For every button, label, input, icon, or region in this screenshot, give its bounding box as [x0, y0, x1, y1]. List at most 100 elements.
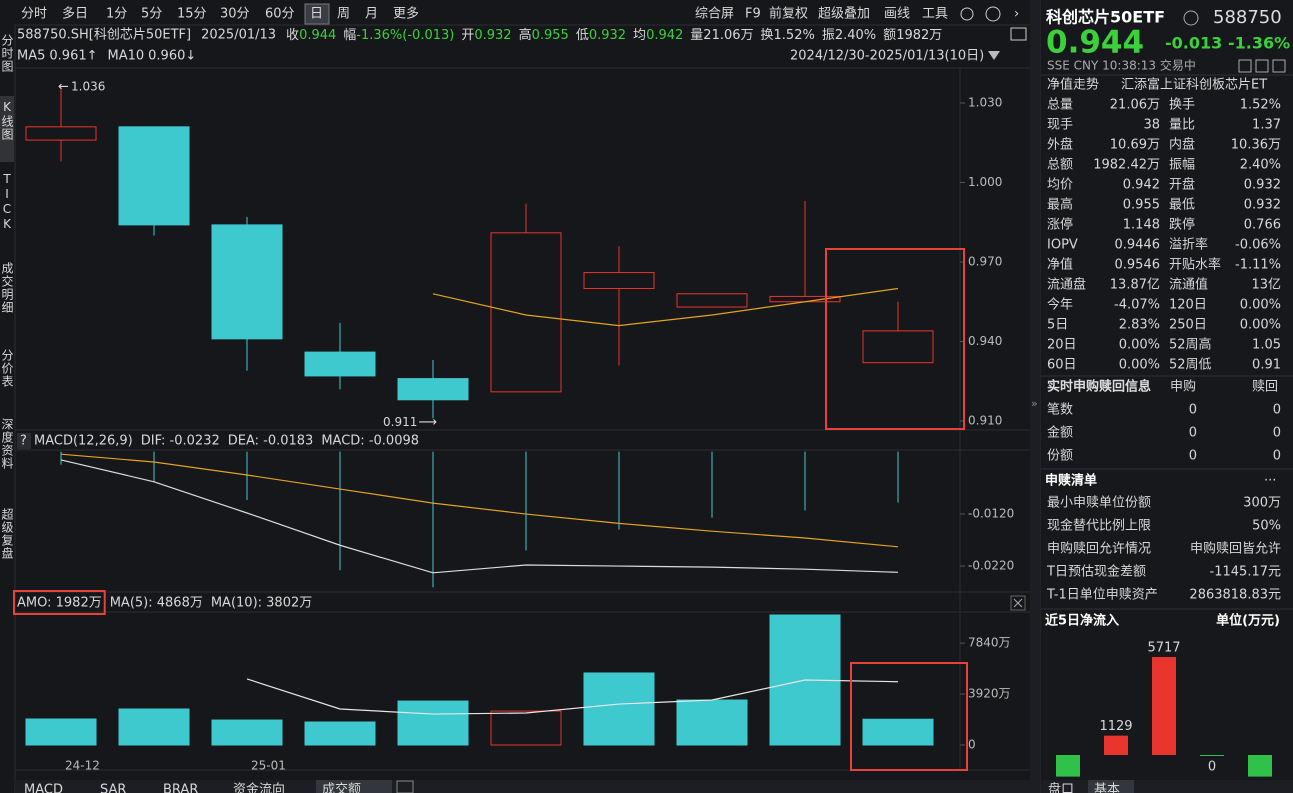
- panel-icon[interactable]: [1238, 59, 1252, 73]
- volume-bar: [211, 719, 283, 746]
- quote-label: 溢折率: [1169, 237, 1208, 253]
- nav-name: 汇添富上证科创板芯片ET: [1121, 77, 1267, 93]
- timeframe-tab[interactable]: 分时: [21, 7, 47, 22]
- list-value: 2863818.83元: [1189, 588, 1281, 603]
- list-value: 申购赎回皆允许: [1190, 541, 1281, 557]
- help-q: ?: [20, 434, 27, 449]
- list-label: T日预估现金差额: [1046, 564, 1146, 580]
- field-value: 0.932: [589, 28, 626, 43]
- macd-legend: MACD(12,26,9): [34, 434, 133, 449]
- candle-body: [25, 126, 97, 141]
- volume-legend: MA(10): 3802万: [211, 596, 312, 611]
- candle-body: [304, 351, 376, 377]
- timeframe-tab[interactable]: 60分: [265, 7, 295, 22]
- help-btn[interactable]: [17, 433, 31, 449]
- field-label: 低: [576, 28, 589, 43]
- sidebar-tab[interactable]: 分价表: [0, 349, 14, 388]
- indicator-tab[interactable]: 资金流向: [233, 782, 285, 793]
- sidebar-tab[interactable]: TICK: [0, 172, 14, 232]
- quote-label: 120日: [1169, 298, 1207, 313]
- field-label: 高: [519, 27, 532, 43]
- tool-button[interactable]: F9: [745, 7, 761, 22]
- tool-button[interactable]: 超级叠加: [818, 7, 870, 22]
- ma-value: 0.960↓: [148, 49, 196, 64]
- settings-icon[interactable]: [960, 7, 974, 21]
- quote-value: 0.9546: [1115, 258, 1161, 273]
- panel-icon[interactable]: [1255, 59, 1269, 73]
- help-icon[interactable]: [985, 6, 1001, 22]
- tool-button[interactable]: 画线: [884, 7, 910, 22]
- highlight-box: [850, 662, 968, 771]
- volume-legend: MA(5): 4868万: [110, 596, 203, 611]
- indicator-tab[interactable]: SAR: [100, 783, 126, 793]
- more-btn[interactable]: ···: [1264, 474, 1276, 489]
- volume-bar: [676, 699, 748, 746]
- market-status: SSE CNY 10:38:13 交易中: [1047, 58, 1196, 73]
- quote-label: 开贴水率: [1169, 257, 1221, 273]
- sidebar-tab[interactable]: 超级复盘: [0, 507, 14, 560]
- add-tab[interactable]: [396, 780, 414, 793]
- y-tick-label: 1.000: [968, 175, 1002, 189]
- tab-bar: [15, 780, 1030, 793]
- unit-label: 单位(万元): [1216, 613, 1280, 629]
- sidebar-tab[interactable]: 成交明细: [0, 262, 14, 314]
- quote-value: 0.942: [1123, 178, 1160, 193]
- quote-label: 开盘: [1169, 177, 1195, 193]
- tool-button[interactable]: 前复权: [769, 6, 808, 22]
- ma5-line: [432, 287, 899, 327]
- tool-button[interactable]: 工具: [922, 7, 948, 22]
- timeframe-tab[interactable]: 5分: [141, 7, 162, 22]
- inflow-label: 1129: [1099, 719, 1132, 734]
- low-label: 0.911: [383, 415, 417, 429]
- panel-tab[interactable]: 基本: [1094, 783, 1120, 793]
- active-tab-bg: [316, 780, 392, 793]
- timeframe-tab[interactable]: 日: [310, 7, 323, 22]
- timeframe-tab[interactable]: 周: [337, 7, 350, 22]
- panel-icon[interactable]: [1272, 59, 1286, 73]
- close-btn[interactable]: [1010, 595, 1026, 611]
- indicator-tab[interactable]: MACD: [24, 783, 63, 793]
- ma-label: MA10: [108, 49, 145, 64]
- range-dropdown[interactable]: [988, 51, 1000, 60]
- x-tick-label: 24-12: [65, 759, 100, 773]
- quote-label: 涨停: [1047, 217, 1073, 233]
- inflow-bar: [1248, 755, 1272, 777]
- timeframe-tab[interactable]: 1分: [106, 7, 127, 22]
- sidebar-tab[interactable]: 分时图: [0, 34, 14, 73]
- indicator-tab[interactable]: 成交额: [322, 782, 361, 793]
- highlight-box: [825, 248, 965, 430]
- list-value: 300万: [1243, 496, 1281, 511]
- timeframe-tab[interactable]: 更多: [393, 6, 419, 22]
- candle-body: [862, 330, 934, 364]
- timeframe-tab[interactable]: 15分: [177, 7, 207, 22]
- sub-label: 笔数: [1047, 402, 1073, 418]
- sidebar-tab[interactable]: 深度资料: [0, 418, 14, 470]
- tool-button[interactable]: 综合屏: [695, 7, 734, 22]
- field-label: 额: [883, 28, 896, 43]
- timeframe-tab[interactable]: 30分: [220, 7, 250, 22]
- y-tick-label: 0.910: [968, 413, 1002, 427]
- collapse-bar: [1030, 0, 1040, 793]
- quote-value: 1.05: [1252, 338, 1281, 353]
- quote-value: 10.36万: [1231, 138, 1281, 153]
- candle-body: [211, 224, 283, 340]
- sidebar-tab[interactable]: K线图: [0, 100, 14, 141]
- panel-tab[interactable]: 盘口: [1048, 782, 1074, 793]
- quote-value: 1982.42万: [1093, 158, 1160, 173]
- active-tab-bg: [1088, 780, 1134, 793]
- indicator-tab[interactable]: BRAR: [163, 783, 198, 793]
- candle-body: [397, 378, 469, 401]
- field-label: 幅: [343, 28, 356, 43]
- quote-label: 跌停: [1169, 217, 1195, 233]
- field-label: 量: [690, 28, 703, 43]
- info-field: 收0.944: [286, 28, 336, 43]
- section-title: 申赎清单: [1045, 473, 1097, 489]
- vol-ma5-line: [246, 678, 899, 715]
- timeframe-tab[interactable]: 月: [365, 7, 378, 22]
- quote-value: 0.00%: [1240, 318, 1281, 333]
- date-range[interactable]: 2024/12/30-2025/01/13(10日): [790, 49, 984, 64]
- timeframe-tab[interactable]: 多日: [62, 6, 88, 22]
- quote-value: 13亿: [1251, 278, 1281, 293]
- x-tick-label: 25-01: [251, 759, 286, 773]
